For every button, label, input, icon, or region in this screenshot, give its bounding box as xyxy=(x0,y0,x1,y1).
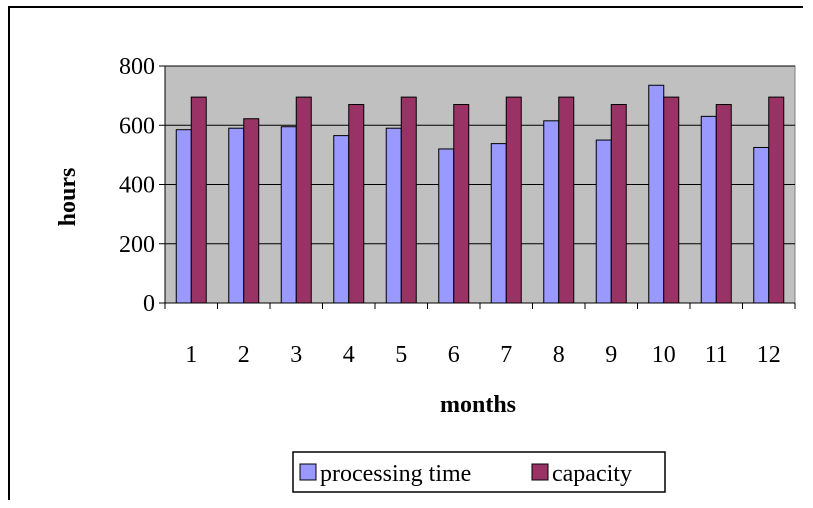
bar-processing-time-6 xyxy=(438,148,455,304)
legend-label-processing-time: processing time xyxy=(320,461,471,487)
x-tick-label: 2 xyxy=(238,342,250,368)
x-tick-label: 6 xyxy=(448,342,460,368)
x-tick-label: 9 xyxy=(605,342,617,368)
bar-processing-time-12 xyxy=(753,146,770,304)
y-tick-label: 800 xyxy=(119,54,155,80)
bar-capacity-1 xyxy=(190,96,207,304)
bar-processing-time-7 xyxy=(490,143,507,304)
y-tick-labels: 0 200 400 600 800 xyxy=(119,54,155,317)
bar-capacity-4 xyxy=(348,104,365,304)
bar-capacity-8 xyxy=(558,96,575,304)
gridlines xyxy=(165,65,795,245)
bar-capacity-12 xyxy=(768,96,785,304)
bar-processing-time-5 xyxy=(385,127,402,304)
bar-capacity-10 xyxy=(663,96,680,304)
legend-swatch-processing-time xyxy=(299,463,317,481)
x-tick-label: 5 xyxy=(395,342,407,368)
bar-processing-time-1 xyxy=(175,129,192,304)
x-tick-label: 7 xyxy=(500,342,512,368)
bar-processing-time-10 xyxy=(648,84,665,304)
y-axis-title: hours xyxy=(55,168,81,227)
bar-capacity-9 xyxy=(610,104,627,304)
x-tick-label: 8 xyxy=(553,342,565,368)
bar-capacity-6 xyxy=(453,104,470,304)
bar-capacity-7 xyxy=(505,96,522,304)
legend: processing time capacity xyxy=(292,451,666,493)
bar-processing-time-8 xyxy=(543,120,560,304)
legend-label-capacity: capacity xyxy=(552,461,632,487)
x-tick-label: 4 xyxy=(343,342,355,368)
x-tick-label: 1 xyxy=(185,342,197,368)
x-tick-label: 11 xyxy=(705,342,728,368)
legend-swatch-capacity xyxy=(531,463,549,481)
bar-processing-time-11 xyxy=(700,115,717,304)
x-tick-label: 10 xyxy=(652,342,676,368)
bar-processing-time-4 xyxy=(333,135,350,304)
bar-processing-time-9 xyxy=(595,139,612,304)
legend-box xyxy=(292,451,666,493)
y-tick-label: 600 xyxy=(119,113,155,139)
bar-capacity-11 xyxy=(715,104,732,304)
x-axis-title: months xyxy=(440,392,516,418)
x-tick-labels: 1 2 3 4 5 6 7 8 9 10 11 12 xyxy=(185,342,781,368)
bar-processing-time-2 xyxy=(228,127,245,304)
bar-capacity-3 xyxy=(295,96,312,304)
y-tick-label: 200 xyxy=(119,232,155,258)
x-tick-label: 12 xyxy=(757,342,781,368)
y-tick-label: 0 xyxy=(143,291,155,317)
bar-capacity-2 xyxy=(243,118,260,304)
y-tick-label: 400 xyxy=(119,173,155,199)
axes xyxy=(159,65,796,309)
bar-processing-time-3 xyxy=(280,126,297,304)
bars xyxy=(175,84,785,304)
bar-capacity-5 xyxy=(400,96,417,304)
x-tick-label: 3 xyxy=(290,342,302,368)
